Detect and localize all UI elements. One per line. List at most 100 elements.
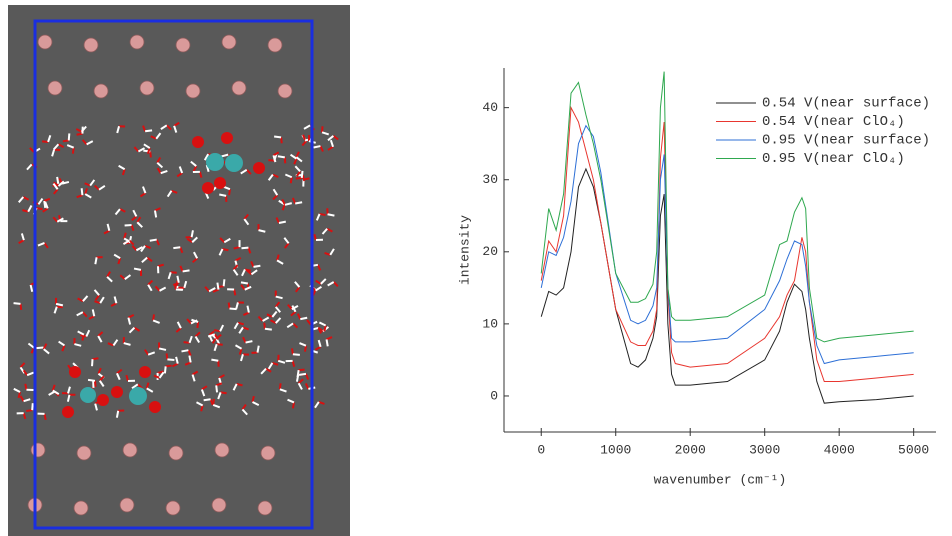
o-h-bond <box>200 389 206 397</box>
o-h-bond <box>295 201 303 205</box>
o-h-bond <box>186 318 192 325</box>
o-h-bond <box>276 254 280 261</box>
o-h-bond <box>327 145 334 151</box>
o-h-bond <box>313 145 321 149</box>
o-h-bond <box>98 380 105 388</box>
o-h-bond <box>192 370 199 376</box>
o-h-bond <box>277 155 285 159</box>
o-h-bond <box>296 313 302 320</box>
o-h-bond <box>327 135 335 142</box>
o-h-bond <box>212 403 221 409</box>
o-h-bond <box>264 327 272 331</box>
o-h-bond <box>250 260 255 268</box>
o-h-bond <box>216 282 220 290</box>
o-h-bond <box>22 196 30 201</box>
o-h-bond <box>314 401 320 409</box>
series-line <box>540 124 914 365</box>
o-h-bond <box>156 161 164 169</box>
metal-atom <box>76 445 92 461</box>
o-h-bond <box>241 246 249 250</box>
o-h-bond <box>321 228 328 235</box>
o-h-bond <box>17 391 21 399</box>
o-h-bond <box>113 296 118 304</box>
o-h-bond <box>208 330 215 336</box>
cl-atom <box>206 153 224 171</box>
metal-atom <box>257 500 273 516</box>
o-h-bond <box>233 246 240 250</box>
metal-atom <box>211 497 227 513</box>
metal-atom <box>221 34 237 50</box>
o-h-bond <box>223 185 231 191</box>
o-h-bond <box>165 364 172 368</box>
o-h-bond <box>36 346 44 350</box>
o-h-bond <box>131 383 139 390</box>
o-h-bond <box>211 358 219 362</box>
o-h-bond <box>275 217 280 224</box>
o-h-bond <box>237 321 245 326</box>
o-h-bond <box>196 401 204 407</box>
o-h-bond <box>323 325 327 332</box>
x-tick-label: 2000 <box>675 442 706 457</box>
o-h-bond <box>142 186 147 194</box>
legend-label: 0.54 V(near surface) <box>762 96 930 112</box>
o-h-bond <box>171 362 179 368</box>
o-h-bond <box>219 193 227 197</box>
o-h-bond <box>74 343 82 347</box>
o-h-bond <box>284 202 293 206</box>
o-h-bond <box>191 257 198 264</box>
o-h-bond <box>86 140 94 146</box>
o-h-bond <box>207 333 216 338</box>
o-h-bond <box>116 372 121 381</box>
series-line <box>540 71 914 343</box>
o-h-bond <box>153 374 160 379</box>
o-h-bond <box>242 326 249 331</box>
o-h-bond <box>183 341 190 344</box>
o-h-bond <box>22 412 27 420</box>
o-h-bond <box>256 345 260 353</box>
o-h-bond <box>175 327 182 333</box>
o-h-bond <box>316 264 322 271</box>
o-h-bond <box>121 168 126 176</box>
chart: intensity wavenumber (cm⁻¹) 0 10 20 30 40 0 10… <box>457 68 936 487</box>
o-h-bond <box>52 216 59 223</box>
o-h-bond <box>71 147 75 154</box>
o-h-bond <box>99 375 105 382</box>
o-h-bond <box>57 143 65 148</box>
o-h-bond <box>26 163 33 171</box>
o-h-bond <box>283 237 290 244</box>
series-line <box>540 105 914 383</box>
o-h-bond <box>143 143 151 149</box>
o-h-bond <box>85 329 91 337</box>
o-h-bond <box>246 305 250 313</box>
o-h-bond <box>43 348 50 355</box>
o-h-bond <box>278 220 287 224</box>
o-h-bond <box>229 307 237 311</box>
o-h-bond <box>136 221 143 228</box>
metal-atom <box>119 497 135 513</box>
o-h-bond <box>302 134 307 141</box>
y-axis-label: intensity <box>457 215 472 285</box>
o-h-bond <box>208 287 216 293</box>
o-h-bond <box>18 239 25 244</box>
o-h-bond <box>67 386 71 394</box>
o-h-bond <box>274 135 282 139</box>
o-h-bond <box>214 329 221 333</box>
o-h-bond <box>241 408 248 416</box>
o-h-bond <box>332 281 339 287</box>
o-h-bond <box>274 301 281 308</box>
o-h-bond <box>81 334 85 341</box>
legend-label: 0.95 V(near surface) <box>762 133 930 149</box>
o-h-bond <box>87 378 96 382</box>
o-h-bond <box>159 286 167 292</box>
o-h-bond <box>236 383 243 387</box>
o-h-bond <box>246 169 252 175</box>
o-h-bond <box>42 343 48 350</box>
x-tick-label: 1000 <box>600 442 631 457</box>
o-h-bond <box>43 197 51 202</box>
o-h-bond <box>188 335 193 344</box>
o-h-bond <box>157 263 165 268</box>
o-h-bond <box>150 135 157 140</box>
y-tick-label: 20 <box>482 244 498 259</box>
o-h-bond <box>84 193 92 199</box>
o-h-bond <box>81 139 88 146</box>
